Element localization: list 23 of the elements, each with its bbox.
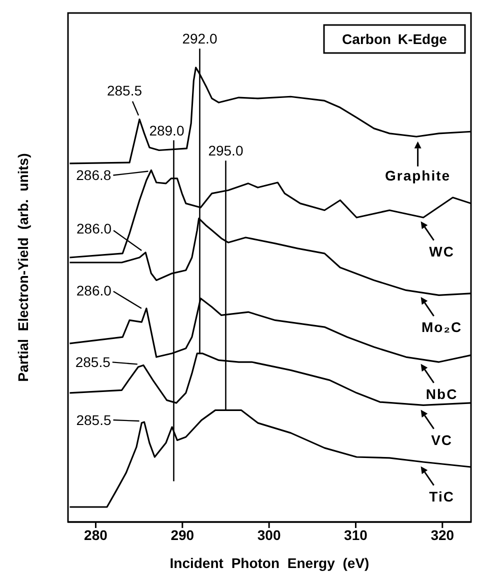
chart-title: Carbon K-Edge	[342, 31, 448, 47]
x-tick-label: 300	[257, 526, 281, 543]
x-tick-label: 320	[430, 526, 454, 543]
legend-label: WC	[429, 243, 454, 260]
legend-label: TiC	[429, 488, 454, 504]
x-axis-title: Incident Photon Energy (eV)	[170, 555, 370, 571]
ref-line-label: 292.0	[182, 30, 218, 47]
x-tick-label: 290	[170, 526, 194, 543]
legend-label: VC	[431, 432, 453, 448]
ref-line-label: 289.0	[149, 122, 184, 138]
ref-line-label: 295.0	[208, 142, 244, 159]
x-tick-label: 310	[344, 526, 368, 543]
legend-label: Mo₂C	[422, 319, 462, 336]
x-tick-label: 280	[84, 526, 108, 543]
legend-label: Graphite	[385, 167, 451, 184]
annotation: 285.5	[75, 354, 111, 370]
annotation: 285.5	[76, 412, 112, 428]
legend-label: NbC	[426, 386, 458, 402]
annotation: 286.8	[76, 167, 112, 184]
y-axis-title: Partial Electron-Yield (arb. units)	[15, 153, 31, 382]
annotation: 286.0	[76, 282, 112, 298]
annotation: 286.0	[76, 220, 112, 237]
annotation: 285.5	[106, 82, 142, 98]
